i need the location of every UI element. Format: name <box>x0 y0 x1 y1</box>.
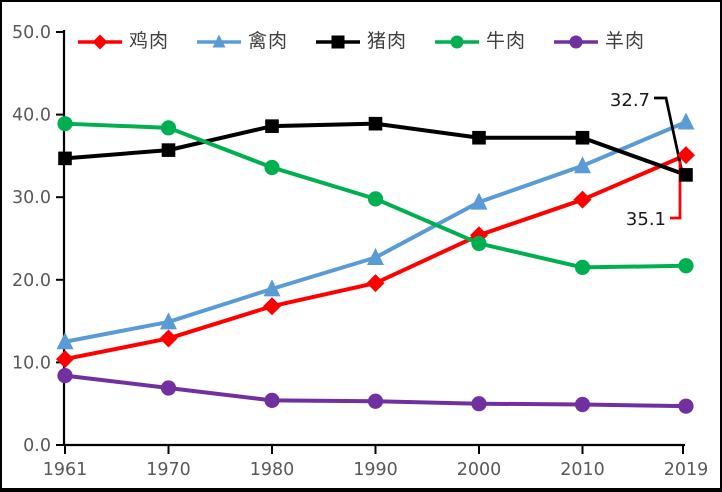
data-point-marker <box>677 112 695 130</box>
data-point-marker <box>574 156 591 174</box>
data-point-marker <box>263 297 281 316</box>
data-point-marker <box>160 312 177 330</box>
data-point-marker <box>471 235 487 252</box>
data-point-marker <box>367 393 384 409</box>
data-point-marker <box>470 192 488 210</box>
data-point-marker <box>471 396 487 412</box>
data-point-marker <box>472 130 486 145</box>
data-point-marker <box>679 168 693 182</box>
series-line <box>63 120 688 344</box>
y-tick-label: 10.0 <box>12 353 51 373</box>
data-point-marker <box>573 190 592 209</box>
data-point-marker <box>678 398 694 414</box>
data-point-marker <box>574 259 591 276</box>
x-tick-label: 1970 <box>146 460 191 480</box>
y-tick-label: 30.0 <box>12 188 51 208</box>
data-point-marker <box>160 380 177 396</box>
x-tick-label: 2019 <box>664 460 709 480</box>
data-point-marker <box>264 159 280 176</box>
data-point-marker <box>160 120 177 136</box>
series-line <box>63 121 688 177</box>
data-point-marker <box>264 392 280 408</box>
annotation-label: 32.7 <box>610 90 650 111</box>
data-point-marker <box>265 119 279 133</box>
y-tick-label: 0.0 <box>23 436 51 456</box>
y-tick-label: 40.0 <box>12 106 51 126</box>
data-point-marker <box>677 146 695 165</box>
data-point-marker <box>56 332 74 350</box>
y-tick-label: 20.0 <box>12 271 51 291</box>
data-point-marker <box>367 247 384 265</box>
data-point-marker <box>263 279 281 297</box>
data-point-marker <box>58 151 72 166</box>
data-point-marker <box>574 396 591 413</box>
data-point-marker <box>366 274 385 293</box>
x-tick-label: 1990 <box>353 460 398 480</box>
data-point-marker <box>161 143 176 157</box>
data-point-marker <box>159 329 178 348</box>
data-point-marker <box>575 130 590 145</box>
x-tick-label: 1961 <box>43 460 88 480</box>
annotation-label: 35.1 <box>626 209 666 230</box>
data-point-marker <box>57 368 73 384</box>
data-point-marker <box>678 258 694 274</box>
x-tick-label: 2000 <box>457 460 502 480</box>
x-tick-label: 2010 <box>560 460 605 480</box>
data-point-marker <box>57 116 73 132</box>
annotation-leader-line <box>654 96 684 173</box>
data-point-marker <box>367 191 384 207</box>
data-point-marker <box>56 350 74 369</box>
y-tick-label: 50.0 <box>12 23 51 43</box>
data-point-marker <box>368 116 383 131</box>
x-tick-label: 1980 <box>250 460 295 480</box>
